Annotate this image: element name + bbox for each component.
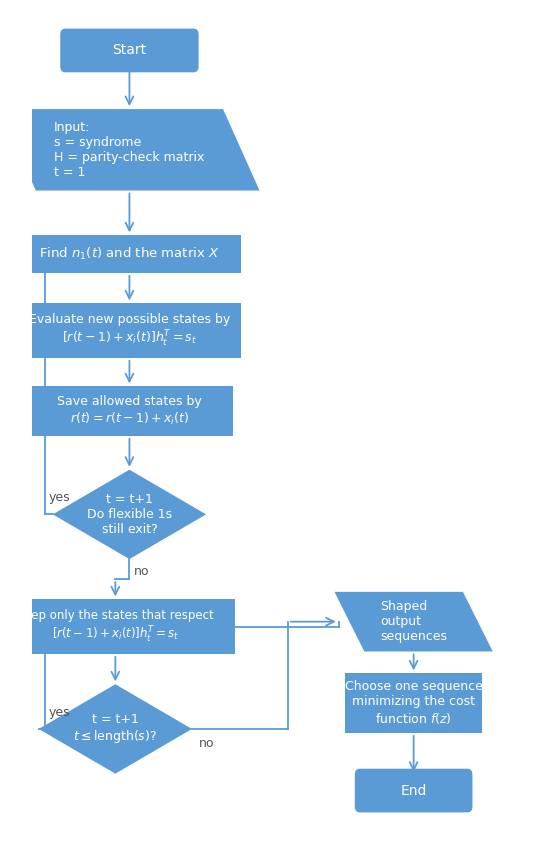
Text: Find $n_1(t)$ and the matrix $X$: Find $n_1(t)$ and the matrix $X$ [39, 246, 220, 262]
Bar [345, 674, 482, 733]
Polygon shape [335, 592, 493, 652]
Text: Shaped
output
sequences: Shaped output sequences [380, 600, 447, 643]
Polygon shape [53, 470, 206, 559]
Text: Keep only the states that respect
$[r(t-1)+x_i(t)]h_t^T = s_t$: Keep only the states that respect $[r(t-… [17, 609, 214, 645]
Text: Input:
s = syndrome
H = parity-check matrix
t = 1: Input: s = syndrome H = parity-check mat… [54, 121, 205, 179]
FancyBboxPatch shape [355, 769, 472, 813]
Text: no: no [199, 738, 214, 750]
Text: Save allowed states by
$r(t) = r(t-1) + x_i(t)$: Save allowed states by $r(t) = r(t-1) + … [57, 395, 202, 427]
Text: t = t+1
$t \leq \mathrm{length}(s)$?: t = t+1 $t \leq \mathrm{length}(s)$? [73, 713, 157, 745]
Text: Choose one sequence
minimizing the cost
function $f(z)$: Choose one sequence minimizing the cost … [345, 680, 483, 726]
Polygon shape [39, 685, 192, 774]
Bar [0, 599, 236, 654]
Text: yes: yes [49, 491, 71, 504]
FancyBboxPatch shape [60, 29, 199, 72]
Bar [17, 303, 242, 358]
Text: no: no [134, 565, 149, 577]
Bar [17, 235, 242, 273]
Text: Evaluate new possible states by
$[r(t-1)+x_i(t)]h_t^T = s_t$: Evaluate new possible states by $[r(t-1)… [29, 313, 230, 348]
Text: Start: Start [113, 44, 146, 57]
Polygon shape [0, 109, 259, 191]
Text: yes: yes [49, 706, 71, 719]
Bar [26, 386, 233, 436]
Text: End: End [400, 783, 427, 797]
Text: t = t+1
Do flexible 1s
still exit?: t = t+1 Do flexible 1s still exit? [87, 493, 172, 536]
